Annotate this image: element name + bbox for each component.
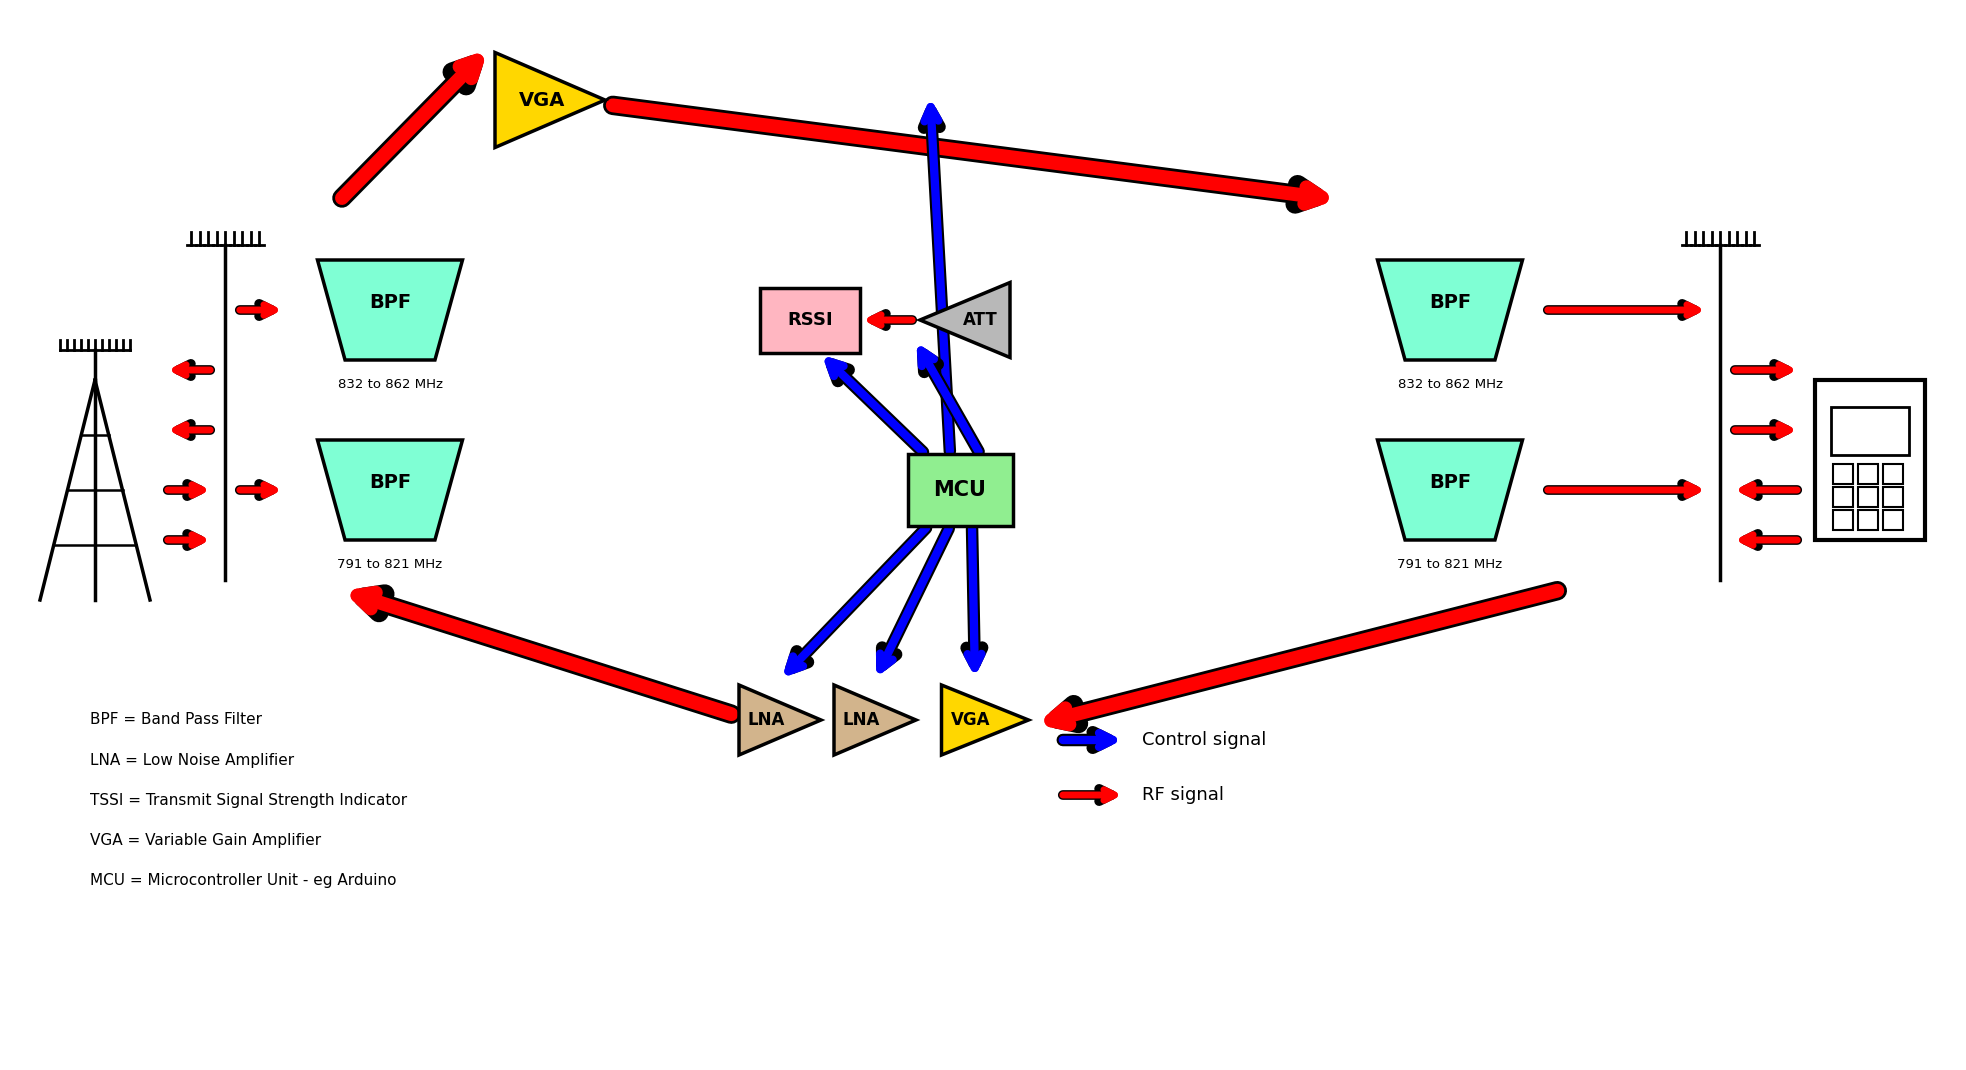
- FancyBboxPatch shape: [1830, 407, 1909, 455]
- Text: 791 to 821 MHz: 791 to 821 MHz: [338, 557, 442, 571]
- Text: RSSI: RSSI: [786, 311, 834, 328]
- Text: BPF: BPF: [1429, 292, 1471, 311]
- Text: BPF: BPF: [1429, 473, 1471, 491]
- Text: LNA: LNA: [747, 710, 784, 729]
- FancyBboxPatch shape: [1883, 464, 1903, 484]
- Text: BPF: BPF: [370, 292, 411, 311]
- FancyBboxPatch shape: [1858, 487, 1878, 507]
- Text: LNA: LNA: [843, 710, 881, 729]
- Polygon shape: [1378, 260, 1522, 360]
- Text: RF signal: RF signal: [1142, 786, 1225, 804]
- FancyBboxPatch shape: [1832, 510, 1854, 530]
- FancyBboxPatch shape: [1858, 510, 1878, 530]
- Polygon shape: [317, 260, 462, 360]
- Text: VGA: VGA: [952, 710, 991, 729]
- Text: ATT: ATT: [963, 311, 997, 328]
- Polygon shape: [920, 282, 1011, 357]
- FancyBboxPatch shape: [1883, 487, 1903, 507]
- FancyBboxPatch shape: [1832, 464, 1854, 484]
- Text: MCU: MCU: [934, 480, 987, 500]
- Text: 832 to 862 MHz: 832 to 862 MHz: [1398, 378, 1502, 391]
- Text: 832 to 862 MHz: 832 to 862 MHz: [338, 378, 442, 391]
- Text: MCU = Microcontroller Unit - eg Arduino: MCU = Microcontroller Unit - eg Arduino: [90, 872, 397, 887]
- Text: LNA = Low Noise Amplifier: LNA = Low Noise Amplifier: [90, 752, 295, 767]
- Polygon shape: [942, 685, 1028, 755]
- FancyBboxPatch shape: [761, 288, 859, 352]
- Text: VGA: VGA: [519, 91, 564, 109]
- Polygon shape: [739, 685, 822, 755]
- FancyBboxPatch shape: [1815, 380, 1925, 540]
- Polygon shape: [317, 440, 462, 540]
- Text: VGA = Variable Gain Amplifier: VGA = Variable Gain Amplifier: [90, 832, 320, 847]
- Text: BPF: BPF: [370, 473, 411, 491]
- FancyBboxPatch shape: [908, 454, 1012, 526]
- FancyBboxPatch shape: [1883, 510, 1903, 530]
- Text: 791 to 821 MHz: 791 to 821 MHz: [1398, 557, 1502, 571]
- FancyBboxPatch shape: [1858, 464, 1878, 484]
- Text: TSSI = Transmit Signal Strength Indicator: TSSI = Transmit Signal Strength Indicato…: [90, 793, 407, 808]
- Polygon shape: [834, 685, 916, 755]
- Polygon shape: [495, 52, 606, 148]
- Polygon shape: [1378, 440, 1522, 540]
- FancyBboxPatch shape: [1832, 487, 1854, 507]
- Text: BPF = Band Pass Filter: BPF = Band Pass Filter: [90, 713, 261, 728]
- Text: Control signal: Control signal: [1142, 731, 1266, 749]
